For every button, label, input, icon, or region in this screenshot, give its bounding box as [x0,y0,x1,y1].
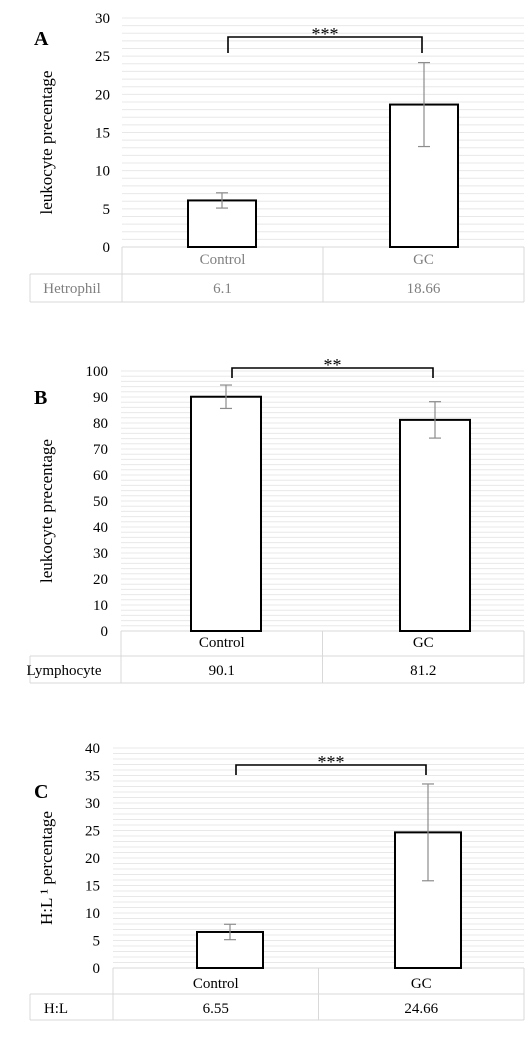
series-name: Lymphocyte [27,663,102,679]
bar-control [190,395,262,632]
series-name: H:L [44,1001,68,1017]
y-tick-label: 70 [93,442,108,458]
y-tick-label: 5 [93,934,101,950]
chart-panel-c: 0 5 10 15 20 25 30 35 40 C H:L ¹ percentage H:L Cont… [29,741,525,1021]
category-label: GC [413,252,434,268]
significance-bracket [227,36,423,53]
y-tick-label: 90 [93,390,108,406]
category-label: GC [411,976,432,992]
table-value: 90.1 [209,663,235,679]
significance-label: *** [312,24,339,44]
y-tick-label: 40 [85,741,100,757]
y-tick-label: 50 [93,494,108,510]
y-tick-label: 100 [86,364,109,380]
y-tick-label: 35 [85,769,100,785]
significance-label: ** [324,355,342,375]
y-tick-label: 25 [95,49,110,65]
table-value: 81.2 [410,663,436,679]
significance-bracket [235,764,427,775]
category-label: GC [413,635,434,651]
panel-letter: B [34,387,47,409]
y-tick-label: 30 [85,796,100,812]
y-tick-label: 20 [93,572,108,588]
y-tick-label: 30 [93,546,108,562]
y-tick-label: 15 [85,879,100,895]
category-label: Control [200,252,246,268]
panel-letter: C [34,781,48,803]
table-value: 6.55 [203,1001,229,1017]
bar-gc [399,418,471,632]
y-axis-label: H:L ¹ percentage [37,811,56,925]
y-tick-label: 20 [85,851,100,867]
y-tick-label: 5 [103,202,111,218]
y-tick-label: 10 [93,598,108,614]
y-tick-label: 0 [101,624,109,640]
y-tick-label: 15 [95,126,110,142]
y-tick-label: 10 [95,164,110,180]
y-tick-label: 40 [93,520,108,536]
y-tick-label: 80 [93,416,108,432]
y-tick-label: 20 [95,87,110,103]
table-value: 18.66 [407,281,441,297]
significance-bracket [231,367,434,378]
y-axis-label: leukocyte precentage [37,439,56,583]
y-axis-label: leukocyte precentage [37,71,56,215]
panel-letter: A [34,28,49,50]
category-label: Control [199,635,245,651]
y-tick-label: 30 [95,11,110,27]
significance-label: *** [318,752,345,772]
y-tick-label: 60 [93,468,108,484]
y-tick-label: 0 [93,961,101,977]
y-tick-label: 25 [85,824,100,840]
category-label: Control [193,976,239,992]
y-tick-label: 0 [103,240,111,256]
y-tick-label: 10 [85,906,100,922]
series-name: Hetrophil [43,281,101,297]
table-value: 6.1 [213,281,232,297]
table-value: 24.66 [404,1001,438,1017]
